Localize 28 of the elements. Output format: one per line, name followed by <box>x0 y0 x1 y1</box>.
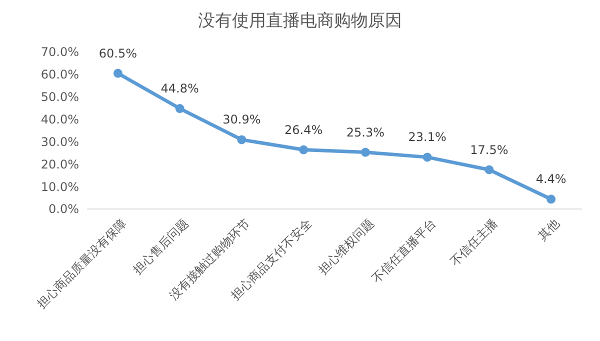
point <box>484 165 494 174</box>
text: 17.5% <box>470 142 508 157</box>
text: 26.4% <box>284 122 323 137</box>
point <box>175 104 184 114</box>
point <box>299 145 308 154</box>
x-tick-label: 担心商品质量没有保障 <box>34 216 130 311</box>
y-tick-label: 70.0% <box>40 45 79 60</box>
y-tick-label: 0.0% <box>48 202 79 216</box>
text: 60.5% <box>98 46 137 60</box>
text: 4.4% <box>536 172 566 186</box>
x-tick-label: 其他 <box>535 216 562 244</box>
point <box>422 152 432 162</box>
y-tick-label: 30.0% <box>40 134 79 149</box>
text: 25.3% <box>346 125 384 140</box>
point <box>113 68 122 78</box>
point <box>546 194 556 204</box>
y-tick-label: 50.0% <box>40 90 79 104</box>
text: 23.1% <box>408 130 446 144</box>
point <box>237 135 246 144</box>
y-tick-label: 20.0% <box>40 157 79 172</box>
y-tick-label: 40.0% <box>40 112 79 126</box>
text: 30.9% <box>222 112 261 127</box>
y-tick-label: 10.0% <box>40 180 79 194</box>
chart-title: 没有使用直播电商购物原因 <box>198 11 402 31</box>
x-tick-label: 不信任主播 <box>448 216 500 269</box>
text: 44.8% <box>160 82 199 96</box>
y-tick-label: 60.0% <box>40 68 79 82</box>
point <box>360 148 370 157</box>
